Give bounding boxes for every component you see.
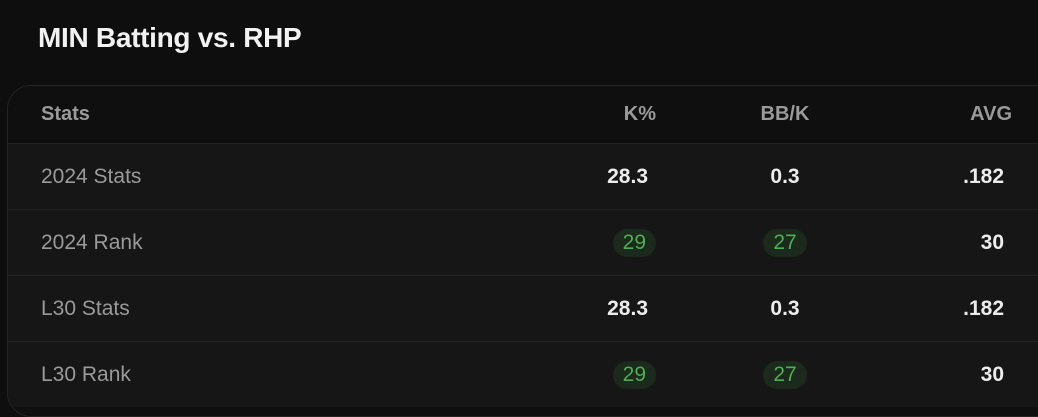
avg-cell: 30 bbox=[981, 342, 1004, 407]
stats-table: Stats K% BB/K AVG 2024 Stats 28.3 0.3.182 2… bbox=[7, 85, 1038, 417]
k-pct-cell: 28.3 bbox=[607, 276, 648, 341]
avg-cell: 30 bbox=[981, 210, 1004, 275]
rank-badge: 27 bbox=[763, 228, 807, 257]
table-row: L30 Stats 28.3 0.3 .182 bbox=[8, 275, 1038, 341]
header-avg: AVG bbox=[970, 103, 1012, 125]
row-label: L30 Stats bbox=[41, 276, 130, 341]
bb-k-cell-value: 0.3 bbox=[770, 296, 800, 320]
bb-k-cell: 27 bbox=[728, 342, 842, 407]
avg-cell-value: .182 bbox=[963, 164, 1004, 188]
row-label-value: 2024 Rank bbox=[41, 230, 143, 254]
table-header: Stats K% BB/K AVG bbox=[8, 86, 1038, 143]
bb-k-cell-value: 0.3 bbox=[770, 164, 800, 188]
header-stats: Stats bbox=[41, 103, 90, 125]
row-label: L30 Rank bbox=[41, 342, 131, 407]
row-label: 2024 Stats bbox=[41, 144, 141, 209]
table-row: 2024 Rank 29 27 30 bbox=[8, 209, 1038, 275]
avg-cell: .182 bbox=[963, 144, 1004, 209]
avg-cell: .182 bbox=[963, 276, 1004, 341]
row-label-value: 2024 Stats bbox=[41, 164, 142, 188]
bb-k-cell: 27 bbox=[728, 210, 842, 275]
rank-badge: 29 bbox=[612, 360, 656, 389]
header-k-pct: K% bbox=[623, 103, 656, 125]
rank-badge: 29 bbox=[612, 228, 656, 257]
k-pct-cell-value: 28.3 bbox=[607, 164, 648, 188]
row-label-value: L30 Rank bbox=[41, 362, 131, 386]
avg-cell-value: 30 bbox=[980, 362, 1004, 386]
k-pct-cell: 28.3 bbox=[607, 144, 648, 209]
rank-badge: 27 bbox=[763, 360, 807, 389]
header-bb-k: BB/K bbox=[760, 103, 810, 125]
row-label: 2024 Rank bbox=[41, 210, 143, 275]
bb-k-cell: 0.3 bbox=[728, 144, 842, 209]
table-row: 2024 Stats 28.3 0.3 .182 bbox=[8, 143, 1038, 209]
avg-cell-value: .182 bbox=[963, 296, 1004, 320]
table-row: L30 Rank 29 27 30 bbox=[8, 341, 1038, 407]
k-pct-cell: 29 bbox=[612, 210, 656, 275]
bb-k-cell: 0.3 bbox=[728, 276, 842, 341]
row-label-value: L30 Stats bbox=[41, 296, 130, 320]
k-pct-cell: 29 bbox=[612, 342, 656, 407]
section-title: MIN Batting vs. RHP bbox=[38, 22, 302, 53]
k-pct-cell-value: 28.3 bbox=[607, 296, 648, 320]
avg-cell-value: 30 bbox=[980, 230, 1004, 254]
